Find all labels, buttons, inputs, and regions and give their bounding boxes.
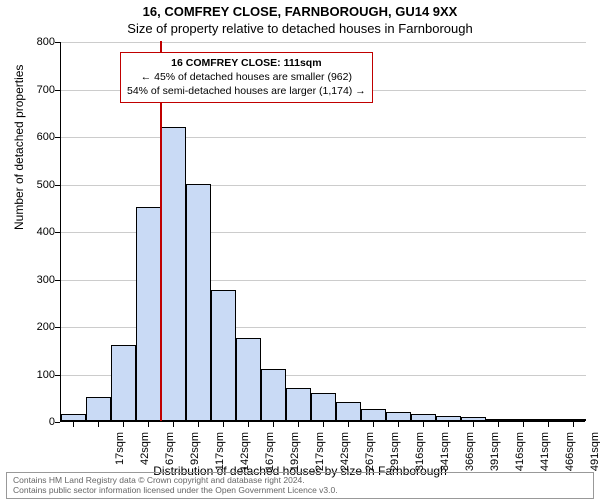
xtick-mark [548,422,549,427]
xtick-mark [98,422,99,427]
xtick-mark [323,422,324,427]
xtick-mark [73,422,74,427]
xtick-mark [148,422,149,427]
histogram-bar [286,388,311,421]
ytick-mark [55,185,60,186]
histogram-bar [311,393,336,422]
histogram-bar [86,397,111,421]
histogram-bar [561,419,586,421]
xtick-mark [473,422,474,427]
annotation-line-1: ← 45% of detached houses are smaller (96… [127,70,366,84]
histogram-bar [461,417,486,421]
ytick-mark [55,422,60,423]
gridline [61,42,586,43]
histogram-bar [361,409,386,421]
xtick-mark [398,422,399,427]
xtick-mark [373,422,374,427]
ytick-label: 200 [15,321,55,333]
xtick-mark [298,422,299,427]
plot-area: 010020030040050060070080017sqm42sqm67sqm… [60,42,585,422]
annotation-callout: 16 COMFREY CLOSE: 111sqm← 45% of detache… [120,52,373,103]
xtick-mark [348,422,349,427]
gridline [61,137,586,138]
histogram-bar [336,402,361,421]
attribution-footer: Contains HM Land Registry data © Crown c… [6,472,594,499]
ytick-mark [55,137,60,138]
footer-line-2: Contains public sector information licen… [13,486,587,496]
ytick-label: 300 [15,274,55,286]
ytick-label: 800 [15,36,55,48]
ytick-mark [55,375,60,376]
xtick-mark [523,422,524,427]
annotation-title: 16 COMFREY CLOSE: 111sqm [127,56,366,70]
ytick-mark [55,327,60,328]
gridline [61,185,586,186]
ytick-label: 700 [15,84,55,96]
ytick-mark [55,232,60,233]
chart-subtitle: Size of property relative to detached ho… [0,19,600,36]
address-title: 16, COMFREY CLOSE, FARNBOROUGH, GU14 9XX [0,0,600,19]
histogram-bar [136,207,161,421]
xtick-mark [573,422,574,427]
xtick-mark [223,422,224,427]
histogram-bar [161,127,186,422]
ytick-label: 600 [15,131,55,143]
xtick-mark [448,422,449,427]
histogram-bar [486,419,511,421]
xtick-mark [498,422,499,427]
xtick-mark [273,422,274,427]
ytick-label: 400 [15,226,55,238]
histogram-bar [61,414,86,421]
ytick-label: 100 [15,369,55,381]
ytick-label: 0 [15,416,55,428]
ytick-mark [55,90,60,91]
histogram-bar [511,419,536,421]
ytick-label: 500 [15,179,55,191]
histogram-bar [236,338,261,421]
histogram-bar [111,345,136,421]
histogram-bar [261,369,286,421]
histogram-bar [411,414,436,421]
xtick-mark [198,422,199,427]
histogram-bar [186,184,211,422]
ytick-mark [55,280,60,281]
xtick-mark [123,422,124,427]
ytick-mark [55,42,60,43]
chart-container: 16, COMFREY CLOSE, FARNBOROUGH, GU14 9XX… [0,0,600,500]
xtick-mark [173,422,174,427]
histogram-bar [536,419,561,421]
xtick-mark [423,422,424,427]
histogram-bar [386,412,411,422]
histogram-bar [436,416,461,421]
xtick-mark [248,422,249,427]
histogram-bar [211,290,236,421]
annotation-line-2: 54% of semi-detached houses are larger (… [127,84,366,98]
